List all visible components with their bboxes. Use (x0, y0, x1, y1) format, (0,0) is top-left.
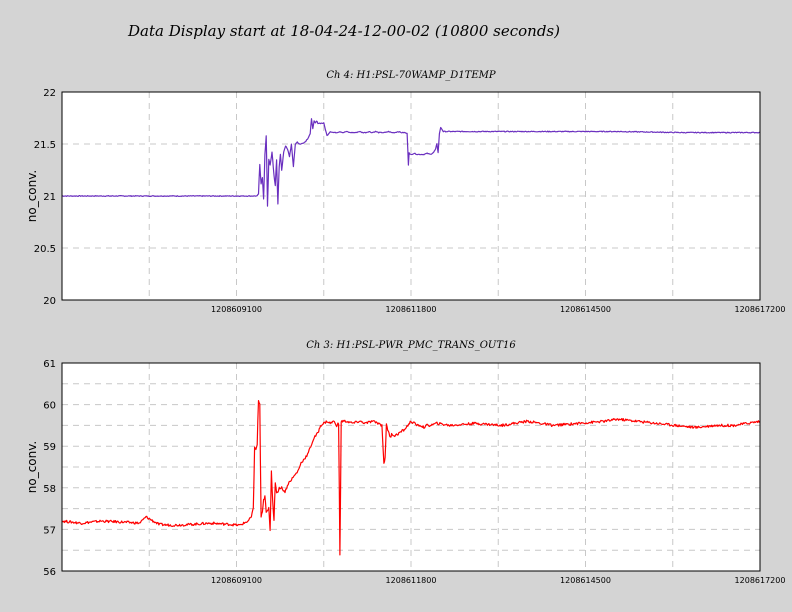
y-tick-label: 22 (43, 88, 56, 99)
y-tick-label: 21.5 (34, 140, 56, 151)
y-axis-label: no_conv. (25, 441, 39, 493)
chart-title: Ch 3: H1:PSL-PWR_PMC_TRANS_OUT16 (306, 340, 516, 351)
y-tick-label: 20 (43, 296, 56, 307)
y-axis-label: no_conv. (25, 170, 39, 222)
x-tick-label: 1208617200 (735, 576, 786, 585)
x-tick-label: 1208611800 (386, 305, 437, 314)
y-tick-label: 60 (43, 401, 56, 412)
chart-ch4: Ch 4: H1:PSL-70WAMP_D1TEMP 20 20.5 21 21.5 22… (25, 70, 785, 314)
chart-ch3: Ch 3: H1:PSL-PWR_PMC_TRANS_OUT16 56 57 58 59… (25, 340, 785, 585)
x-tick-label: 1208609100 (211, 576, 262, 585)
page-title: Data Display start at 18-04-24-12-00-02 … (128, 22, 560, 40)
y-tick-label: 56 (43, 567, 56, 578)
y-tick-label: 58 (43, 484, 56, 495)
y-tick-label: 20.5 (34, 244, 56, 255)
y-tick-label: 61 (43, 359, 56, 370)
series-line (61, 400, 761, 556)
x-tick-label: 1208609100 (211, 305, 262, 314)
chart-title: Ch 4: H1:PSL-70WAMP_D1TEMP (326, 70, 496, 81)
x-tick-label: 1208614500 (560, 305, 611, 314)
x-tick-label: 1208617200 (735, 305, 786, 314)
y-tick-label: 59 (43, 442, 56, 453)
x-tick-label: 1208614500 (560, 576, 611, 585)
y-tick-label: 57 (43, 525, 56, 536)
x-tick-label: 1208611800 (386, 576, 437, 585)
series-line (61, 118, 761, 207)
plot-frame (61, 362, 761, 572)
y-tick-label: 21 (43, 192, 56, 203)
plot-frame (61, 91, 761, 301)
